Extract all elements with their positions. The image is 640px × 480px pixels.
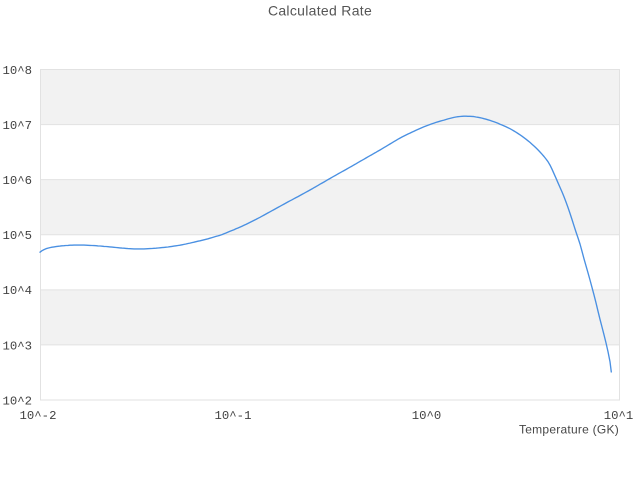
svg-text:10^0: 10^0 xyxy=(412,409,442,423)
svg-text:10^1: 10^1 xyxy=(604,409,634,423)
svg-text:10^2: 10^2 xyxy=(2,394,32,408)
svg-text:10^4: 10^4 xyxy=(2,284,32,298)
svg-text:Temperature (GK): Temperature (GK) xyxy=(519,423,619,437)
svg-text:10^8: 10^8 xyxy=(2,64,32,78)
svg-text:10^-2: 10^-2 xyxy=(20,409,57,423)
svg-text:10^5: 10^5 xyxy=(2,229,32,243)
svg-text:10^6: 10^6 xyxy=(2,174,32,188)
svg-text:10^-1: 10^-1 xyxy=(215,409,252,423)
svg-text:Calculated Rate: Calculated Rate xyxy=(268,3,372,19)
svg-text:10^7: 10^7 xyxy=(2,119,32,133)
svg-text:10^3: 10^3 xyxy=(2,339,32,353)
